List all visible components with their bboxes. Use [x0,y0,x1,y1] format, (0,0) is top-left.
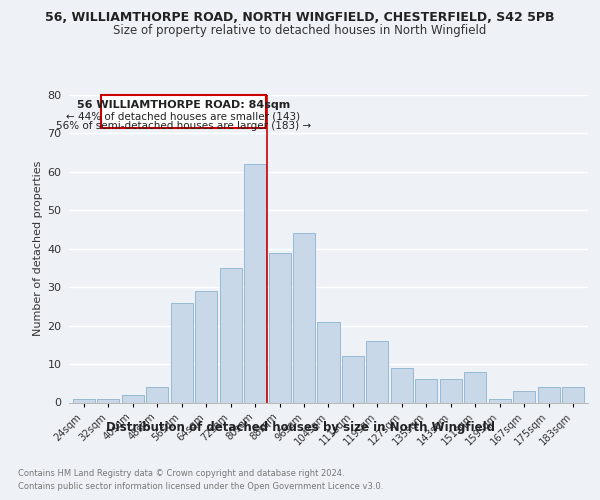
Bar [195,291,217,403]
Bar [489,398,511,402]
Bar [367,341,388,402]
Y-axis label: Number of detached properties: Number of detached properties [33,161,43,336]
Bar [440,380,462,402]
Text: ← 44% of detached houses are smaller (143): ← 44% of detached houses are smaller (14… [67,111,301,121]
Text: 56, WILLIAMTHORPE ROAD, NORTH WINGFIELD, CHESTERFIELD, S42 5PB: 56, WILLIAMTHORPE ROAD, NORTH WINGFIELD,… [45,11,555,24]
Bar [342,356,364,403]
Bar [464,372,487,402]
Bar [391,368,413,402]
FancyBboxPatch shape [101,95,266,128]
Text: 56 WILLIAMTHORPE ROAD: 84sqm: 56 WILLIAMTHORPE ROAD: 84sqm [77,100,290,110]
Text: Distribution of detached houses by size in North Wingfield: Distribution of detached houses by size … [106,421,494,434]
Bar [317,322,340,402]
Bar [244,164,266,402]
Bar [170,302,193,402]
Bar [538,387,560,402]
Text: Contains public sector information licensed under the Open Government Licence v3: Contains public sector information licen… [18,482,383,491]
Bar [220,268,242,402]
Bar [146,387,168,402]
Bar [293,234,315,402]
Text: Size of property relative to detached houses in North Wingfield: Size of property relative to detached ho… [113,24,487,37]
Bar [97,398,119,402]
Bar [73,398,95,402]
Bar [415,380,437,402]
Text: 56% of semi-detached houses are larger (183) →: 56% of semi-detached houses are larger (… [56,121,311,131]
Bar [269,252,290,402]
Bar [562,387,584,402]
Bar [122,395,143,402]
Bar [514,391,535,402]
Text: Contains HM Land Registry data © Crown copyright and database right 2024.: Contains HM Land Registry data © Crown c… [18,468,344,477]
